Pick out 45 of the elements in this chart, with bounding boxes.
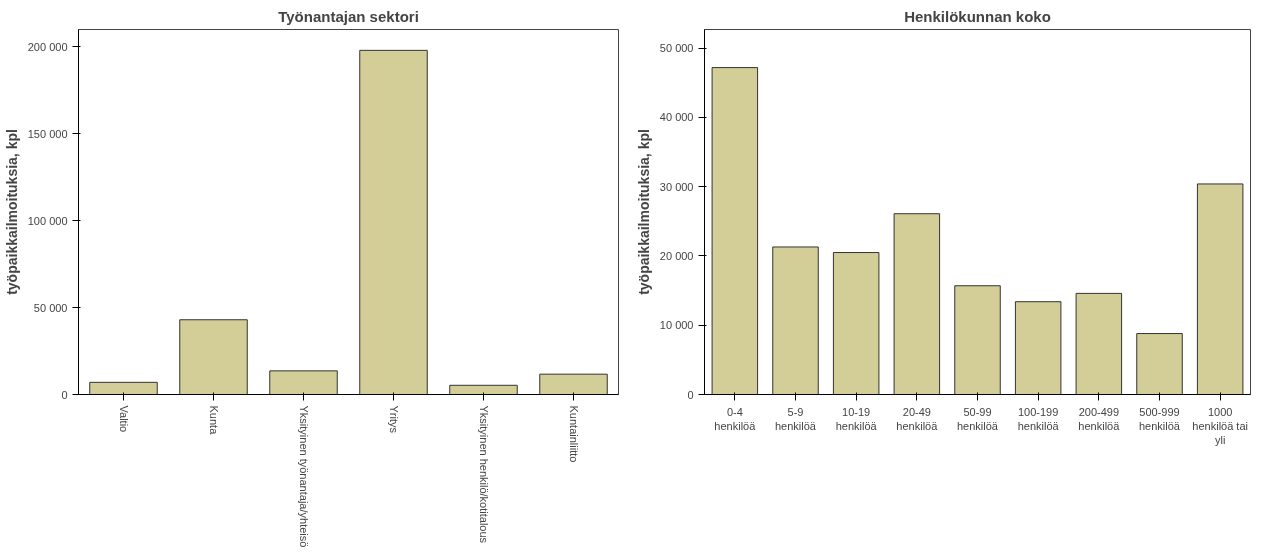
x-tick-label: 50-99 henkilöä [957,405,999,432]
bar [1196,183,1244,395]
x-tick-label: 500-999 henkilöä [1139,405,1181,432]
x-tick-label: 1000 henkilöä tai yli [1192,405,1248,447]
bar [954,285,1001,395]
x-tick-label: 0-4 henkilöä [714,405,757,432]
x-tick-label: Kuntainliitto [567,405,580,463]
bar [449,384,518,395]
bar [1014,301,1062,395]
bar [832,252,880,395]
x-tick-label: 100-199 henkilöä [1017,405,1060,432]
x-tick-label: 20-49 henkilöä [896,405,939,432]
bar [1075,292,1123,395]
bar [269,370,338,395]
x-tick-label: 5-9 henkilöä [775,405,817,432]
y-tick-label: 50 000 [33,301,68,314]
bar [772,246,819,395]
x-tick-label: Valtio [117,405,130,433]
bar [539,373,608,395]
x-tick-label: 200-499 henkilöä [1078,405,1121,432]
x-tick-label: Kunta [207,405,220,436]
bar [711,67,759,395]
y-tick-label: 30 000 [659,180,694,193]
bar [359,49,428,395]
x-tick-label: Yritys [387,405,400,434]
bar [179,319,248,395]
y-tick-label: 200 000 [27,40,68,53]
x-tick-label: Yksityinen henkilö/kotitalous [477,405,490,544]
chart-title: Henkilökunnan koko [904,7,1051,25]
y-tick-label: 0 [61,388,68,401]
y-axis-title: työpaikkailmoituksia, kpl [3,129,20,295]
y-tick-label: 100 000 [27,214,68,227]
y-axis-title: työpaikkailmoituksia, kpl [635,129,652,295]
x-tick-label: 10-19 henkilöä [835,405,878,432]
bar [893,213,941,395]
y-tick-label: 10 000 [659,319,694,332]
y-tick-label: 40 000 [659,111,694,124]
y-tick-label: 50 000 [659,42,694,55]
y-tick-label: 150 000 [27,127,68,140]
bar [89,381,158,395]
chart-title: Työnantajan sektori [278,7,419,25]
bar [1136,333,1183,395]
y-tick-label: 0 [687,388,694,401]
y-tick-label: 20 000 [659,249,694,262]
x-tick-label: Yksityinen työnantaja/yhteisö [297,405,310,548]
